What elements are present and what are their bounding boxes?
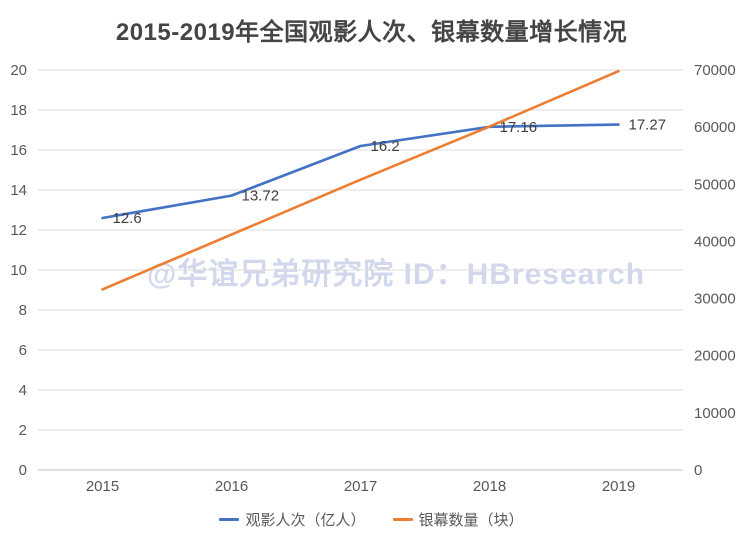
legend-item-label: 银幕数量（块） — [418, 512, 524, 529]
data-label: 13.72 — [242, 188, 280, 205]
x-axis-tick-label: 2018 — [473, 478, 506, 495]
y-axis-right-tick-label: 20000 — [694, 348, 736, 365]
y-axis-right-tick-label: 40000 — [694, 233, 736, 250]
y-axis-right-tick-label: 50000 — [694, 176, 736, 193]
y-axis-right-tick-label: 30000 — [694, 291, 736, 308]
screens-line-swatch-icon — [392, 518, 413, 521]
legend-item-attendance: 观影人次（亿人） — [219, 509, 366, 530]
y-axis-right-tick-label: 0 — [694, 462, 702, 479]
chart-title: 2015-2019年全国观影人次、银幕数量增长情况 — [115, 19, 628, 46]
y-axis-right-tick-label: 10000 — [694, 405, 736, 422]
y-axis-right-tick-label: 60000 — [694, 119, 736, 136]
y-axis-left-tick-label: 14 — [10, 182, 27, 199]
watermark: @华谊兄弟研究院 ID：HBresearch — [147, 258, 646, 291]
data-label: 16.2 — [371, 138, 400, 155]
y-axis-left-tick-label: 16 — [10, 142, 27, 159]
data-label: 12.6 — [113, 210, 142, 227]
y-axis-left-tick-label: 2 — [19, 422, 27, 439]
x-axis-tick-label: 2016 — [215, 478, 248, 495]
y-axis-left-tick-label: 8 — [19, 302, 27, 319]
y-axis-left-tick-label: 12 — [10, 222, 27, 239]
y-axis-left-tick-label: 4 — [19, 382, 27, 399]
legend-item-screens: 银幕数量（块） — [392, 509, 524, 530]
x-axis-tick-label: 2017 — [344, 478, 377, 495]
y-axis-left-tick-label: 20 — [10, 62, 27, 79]
data-label: 17.27 — [629, 117, 667, 134]
y-axis-left-tick-label: 6 — [19, 342, 27, 359]
x-axis-tick-label: 2019 — [602, 478, 635, 495]
legend-item-label: 观影人次（亿人） — [245, 512, 366, 529]
y-axis-left-tick-label: 10 — [10, 262, 27, 279]
legend: 观影人次（亿人） 银幕数量（块） — [0, 509, 743, 530]
screens-line — [101, 69, 620, 291]
data-label: 17.16 — [500, 119, 538, 136]
x-axis-tick-label: 2015 — [86, 478, 119, 495]
attendance-line-swatch-icon — [219, 518, 240, 521]
y-axis-left-tick-label: 18 — [10, 102, 27, 119]
attendance-line — [101, 123, 620, 220]
y-axis-left-tick-label: 0 — [19, 462, 27, 479]
y-axis-right-tick-label: 70000 — [694, 62, 736, 79]
